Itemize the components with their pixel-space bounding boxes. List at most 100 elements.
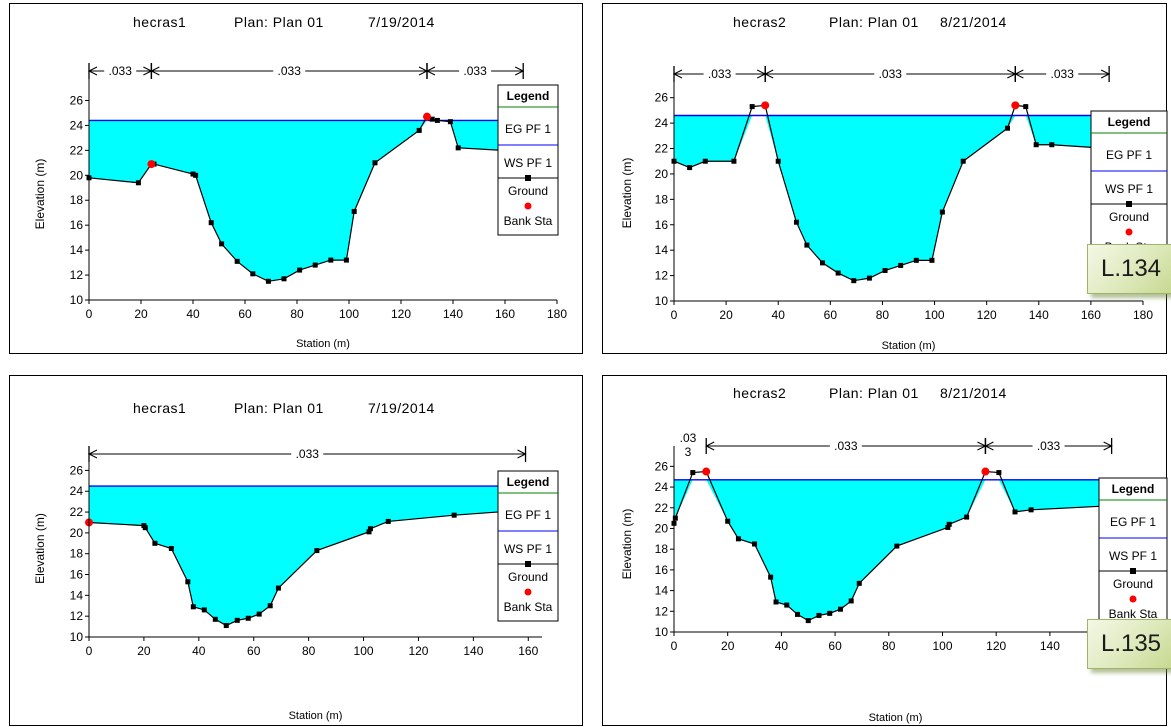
manning-n-label: .033 xyxy=(278,64,302,78)
x-tick-label: 40 xyxy=(192,644,206,658)
legend-bank-marker xyxy=(1129,595,1137,603)
chart-title-part: 8/21/2014 xyxy=(940,14,1007,30)
manning-n-arrowhead xyxy=(425,66,436,76)
x-tick-label: 60 xyxy=(238,307,252,321)
ground-point xyxy=(372,160,378,166)
manning-n-arrowhead xyxy=(705,441,715,451)
y-tick-label: 10 xyxy=(70,630,84,644)
ground-point xyxy=(687,165,693,171)
y-tick-label: 12 xyxy=(70,609,84,623)
x-tick-label: 40 xyxy=(772,308,786,322)
ground-point xyxy=(856,580,862,586)
x-tick-label: 160 xyxy=(518,644,538,658)
ground-point xyxy=(366,529,372,535)
x-tick-label: 180 xyxy=(1133,308,1153,322)
chart-svg: hecras1 Plan: Plan 01 7/19/2014 0 20 40 60 80 10… xyxy=(33,400,559,722)
ground-point xyxy=(1005,125,1011,131)
bank-station-point xyxy=(702,467,711,476)
manning-n-label-bg xyxy=(273,62,306,80)
y-axis-label: Elevation (m) xyxy=(620,158,634,229)
manning-n-label-bg xyxy=(703,65,736,83)
x-tick-label: 160 xyxy=(1081,308,1101,322)
ground-point xyxy=(827,610,833,616)
manning-n-label-bg xyxy=(459,62,492,80)
ground-point xyxy=(837,606,843,612)
ground-point xyxy=(882,268,888,274)
y-tick-label: 22 xyxy=(655,142,669,156)
ground-point xyxy=(201,607,207,613)
ground-point xyxy=(805,618,811,624)
ground-point xyxy=(725,518,731,524)
y-tick-label: 18 xyxy=(70,193,84,207)
ground-point xyxy=(312,262,318,268)
y-tick-label: 26 xyxy=(70,93,84,107)
manning-n-arrowhead xyxy=(87,449,98,459)
y-axis-label: Elevation (m) xyxy=(33,159,47,230)
ground-point xyxy=(894,543,900,549)
manning-n-label-bg xyxy=(291,445,324,463)
legend: Legend EG PF 1 WS PF 1 Ground Bank Sta xyxy=(497,470,559,622)
chart-title-part: hecras2 xyxy=(733,385,786,401)
chart-svg: hecras2 Plan: Plan 01 8/21/2014 0 20 40 60 80 10… xyxy=(620,385,1168,724)
legend-ground-marker xyxy=(1126,201,1132,207)
chart-panel-hecras1-top: hecras1 Plan: Plan 01 7/19/2014 0 20 40 60 80 10… xyxy=(9,3,583,354)
ground-point xyxy=(193,172,199,178)
y-tick-label: 18 xyxy=(655,542,669,556)
chart-title-part: 7/19/2014 xyxy=(368,14,435,30)
ground-point xyxy=(416,127,422,133)
x-tick-label: 40 xyxy=(186,307,200,321)
manning-n-label: .03 xyxy=(680,431,697,445)
ground-point xyxy=(752,541,758,547)
water-area xyxy=(674,115,1110,281)
ground-point xyxy=(152,540,158,546)
ground-point xyxy=(960,158,966,164)
chart-title-part: Plan: Plan 01 xyxy=(234,400,324,416)
y-tick-label: 14 xyxy=(655,243,669,257)
manning-n-label-bg xyxy=(829,437,862,455)
ground-point xyxy=(1028,507,1034,513)
ground-point xyxy=(731,158,737,164)
x-tick-label: 20 xyxy=(719,308,733,322)
legend-bank-label: Bank Sta xyxy=(1109,607,1158,621)
manning-n-label: .033 xyxy=(1037,439,1061,453)
ground-point xyxy=(314,548,320,554)
manning-n-label: .033 xyxy=(1051,67,1075,81)
y-tick-label: 20 xyxy=(70,168,84,182)
ground-point xyxy=(929,257,935,263)
manning-n-arrowhead xyxy=(984,441,994,451)
y-tick-label: 16 xyxy=(70,218,84,232)
x-tick-label: 80 xyxy=(882,639,896,653)
chart-title-part: Plan: Plan 01 xyxy=(234,14,324,30)
y-tick-label: 20 xyxy=(655,521,669,535)
ground-point xyxy=(768,574,774,580)
ground-point xyxy=(281,276,287,282)
manning-n-label-bg xyxy=(1032,437,1065,455)
legend-ground-label: Ground xyxy=(1109,210,1149,224)
x-tick-label: 140 xyxy=(463,644,483,658)
ground-point xyxy=(898,262,904,268)
y-tick-label: 12 xyxy=(655,604,669,618)
ground-point xyxy=(343,257,349,263)
chart-title-part: 7/19/2014 xyxy=(368,400,435,416)
y-tick-label: 24 xyxy=(655,480,669,494)
x-tick-label: 120 xyxy=(391,307,411,321)
ground-point xyxy=(1023,104,1029,110)
x-tick-label: 80 xyxy=(290,307,304,321)
legend-eg-label: EG PF 1 xyxy=(1106,148,1152,162)
manning-n-label: 3 xyxy=(685,445,692,459)
ground-point xyxy=(996,470,1002,476)
y-tick-label: 12 xyxy=(70,268,84,282)
ground-point xyxy=(835,270,841,276)
ground-point xyxy=(256,611,262,617)
bank-station-point xyxy=(1011,101,1020,110)
y-tick-label: 12 xyxy=(655,269,669,283)
x-tick-label: 80 xyxy=(876,308,890,322)
ground-point xyxy=(250,271,256,277)
legend: Legend EG PF 1 WS PF 1 Ground Bank Sta xyxy=(497,84,559,236)
ground-point xyxy=(964,514,970,520)
ground-point xyxy=(749,104,755,110)
legend-box xyxy=(1090,110,1168,262)
x-tick-label: 120 xyxy=(408,644,428,658)
y-tick-label: 26 xyxy=(70,463,84,477)
section-tag-l135: L.135 xyxy=(1087,619,1171,669)
